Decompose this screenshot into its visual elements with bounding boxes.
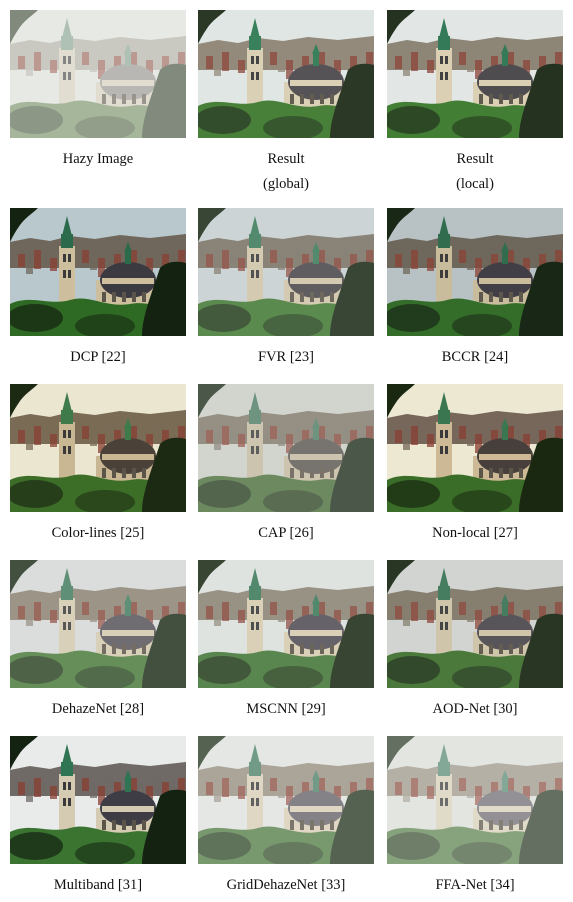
panel-caption: AOD-Net [30] <box>387 697 563 722</box>
townscape-photo <box>10 560 186 688</box>
townscape-photo <box>387 10 563 138</box>
figure-panel: Result (local) <box>387 10 563 197</box>
figure-panel: BCCR [24] <box>387 208 563 370</box>
panel-caption: Result (global) <box>198 147 374 197</box>
figure-panel: DehazeNet [28] <box>10 560 186 722</box>
panel-image <box>10 736 186 864</box>
figure-panel: FVR [23] <box>198 208 374 370</box>
caption-line: Result <box>456 151 494 167</box>
panel-image <box>198 384 374 512</box>
figure-panel: Color-lines [25] <box>10 384 186 546</box>
panel-image <box>387 384 563 512</box>
panel-image <box>10 384 186 512</box>
figure-panel: FFA-Net [34] <box>387 736 563 898</box>
panel-image <box>387 560 563 688</box>
panel-caption: CAP [26] <box>198 521 374 546</box>
figure-panel: CAP [26] <box>198 384 374 546</box>
panel-caption: Non-local [27] <box>387 521 563 546</box>
townscape-photo <box>10 736 186 864</box>
townscape-photo <box>10 384 186 512</box>
figure-panel: AOD-Net [30] <box>387 560 563 722</box>
townscape-photo <box>10 208 186 336</box>
panel-image <box>10 208 186 336</box>
panel-caption: BCCR [24] <box>387 345 563 370</box>
caption-line: CAP [26] <box>258 525 314 541</box>
figure-panel: GridDehazeNet [33] <box>198 736 374 898</box>
panel-caption: Color-lines [25] <box>10 521 186 546</box>
panel-caption: FVR [23] <box>198 345 374 370</box>
caption-line: DCP [22] <box>70 349 126 365</box>
panel-image <box>387 736 563 864</box>
townscape-photo <box>10 10 186 138</box>
townscape-photo <box>198 736 374 864</box>
caption-line: Multiband [31] <box>53 877 143 893</box>
caption-line: BCCR [24] <box>441 349 509 365</box>
panel-image <box>198 560 374 688</box>
caption-line: (local) <box>456 176 494 192</box>
townscape-photo <box>198 560 374 688</box>
townscape-photo <box>387 736 563 864</box>
panel-image <box>387 10 563 138</box>
townscape-photo <box>198 10 374 138</box>
panel-image <box>198 10 374 138</box>
townscape-photo <box>387 384 563 512</box>
caption-line: Result <box>267 151 305 167</box>
figure-panel: Multiband [31] <box>10 736 186 898</box>
panel-caption: DCP [22] <box>10 345 186 370</box>
panel-caption: FFA-Net [34] <box>387 873 563 898</box>
caption-line: FVR [23] <box>258 349 314 365</box>
townscape-photo <box>387 560 563 688</box>
figure-panel: Hazy Image <box>10 10 186 172</box>
townscape-photo <box>387 208 563 336</box>
caption-line: FFA-Net [34] <box>435 877 515 893</box>
panel-image <box>198 736 374 864</box>
panel-caption: DehazeNet [28] <box>10 697 186 722</box>
townscape-photo <box>198 208 374 336</box>
caption-line: DehazeNet [28] <box>51 701 145 717</box>
caption-line: (global) <box>263 176 309 192</box>
panel-image <box>10 10 186 138</box>
caption-line: Hazy Image <box>62 151 134 167</box>
panel-image <box>198 208 374 336</box>
panel-caption: Multiband [31] <box>10 873 186 898</box>
panel-caption: Hazy Image <box>10 147 186 172</box>
figure-panel: Non-local [27] <box>387 384 563 546</box>
townscape-photo <box>198 384 374 512</box>
caption-line: AOD-Net [30] <box>432 701 518 717</box>
caption-line: Non-local [27] <box>432 525 518 541</box>
panel-image <box>10 560 186 688</box>
caption-line: MSCNN [29] <box>246 701 326 717</box>
caption-line: GridDehazeNet [33] <box>226 877 346 893</box>
panel-caption: GridDehazeNet [33] <box>198 873 374 898</box>
caption-line: Color-lines [25] <box>51 525 145 541</box>
panel-image <box>387 208 563 336</box>
panel-caption: MSCNN [29] <box>198 697 374 722</box>
panel-caption: Result (local) <box>387 147 563 197</box>
figure-panel: DCP [22] <box>10 208 186 370</box>
figure-panel: MSCNN [29] <box>198 560 374 722</box>
figure-panel: Result (global) <box>198 10 374 197</box>
